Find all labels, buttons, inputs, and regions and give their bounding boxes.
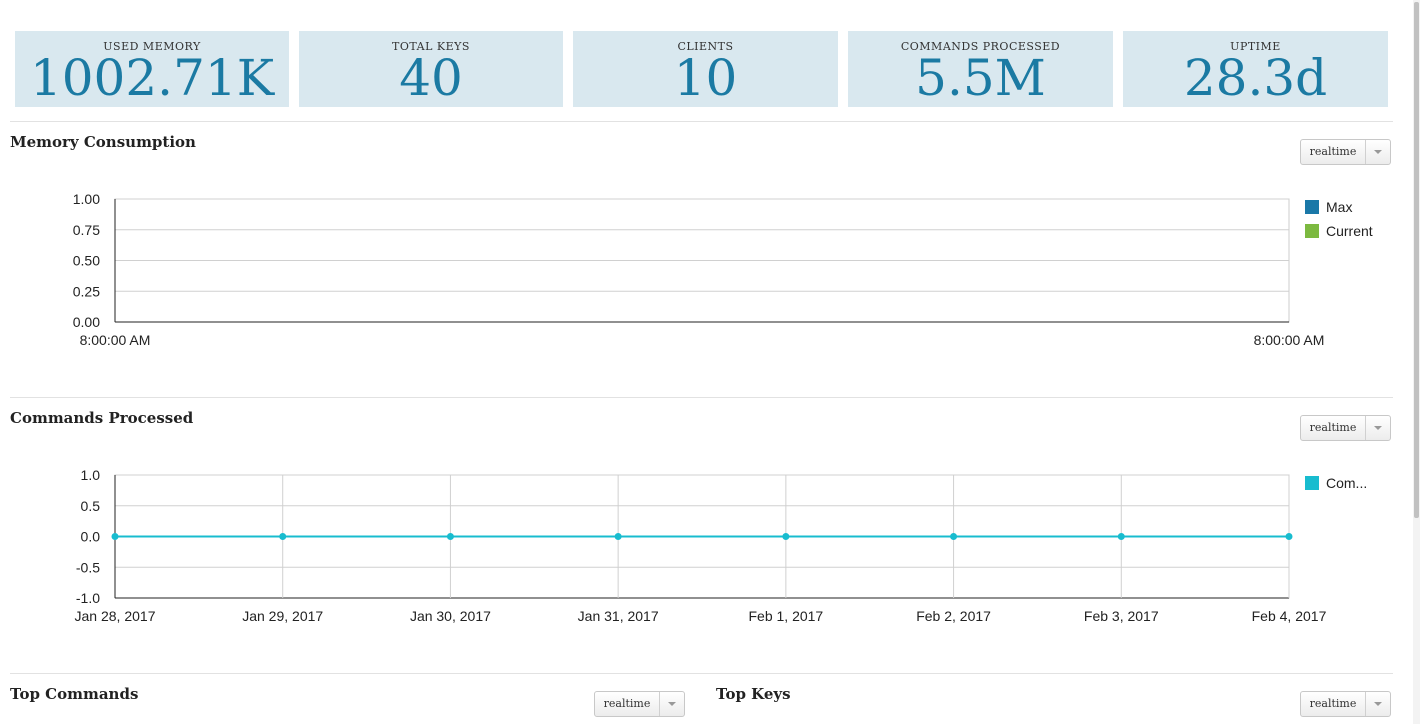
memory-chart: 1.00 0.75 0.50 0.25 0.00 8:00:00 AM 8:00:00 AM… xyxy=(73,191,1373,348)
dropdown-label: realtime xyxy=(1309,145,1357,158)
stat-value: 28.3d xyxy=(1183,49,1328,107)
stat-label: TOTAL KEYS xyxy=(392,40,470,53)
memory-range-dropdown[interactable]: realtime xyxy=(1300,139,1391,165)
y-tick-label: -0.5 xyxy=(76,559,100,575)
divider xyxy=(10,673,1393,674)
stat-clients: CLIENTS 10 xyxy=(573,31,838,107)
data-point xyxy=(1117,533,1125,540)
legend-swatch xyxy=(1305,224,1319,238)
y-tick-label: 1.0 xyxy=(81,467,101,483)
dropdown-label: realtime xyxy=(1309,697,1357,710)
top-keys-title: Top Keys xyxy=(716,685,791,703)
stat-value: 5.5M xyxy=(915,49,1046,107)
x-tick-label: 8:00:00 AM xyxy=(80,332,151,348)
page-scrollbar[interactable] xyxy=(1413,0,1420,724)
dropdown-label: realtime xyxy=(1309,421,1357,434)
x-tick-label: 8:00:00 AM xyxy=(1254,332,1325,348)
legend-swatch xyxy=(1305,200,1319,214)
x-tick-label: Jan 30, 2017 xyxy=(410,608,491,624)
top-commands-range-dropdown[interactable]: realtime xyxy=(594,691,685,717)
scrollbar-thumb[interactable] xyxy=(1414,2,1419,518)
stat-value: 10 xyxy=(673,49,738,107)
x-tick-label: Jan 31, 2017 xyxy=(578,608,659,624)
y-tick-label: 0.25 xyxy=(73,283,100,299)
x-tick-label: Jan 28, 2017 xyxy=(75,608,156,624)
y-tick-label: 0.5 xyxy=(81,498,101,514)
commands-chart: 1.0 0.5 0.0 -0.5 -1.0 Jan 28, 2017 Jan 29, 201… xyxy=(75,467,1368,624)
x-tick-label: Jan 29, 2017 xyxy=(242,608,323,624)
stat-label: CLIENTS xyxy=(677,40,734,53)
data-point xyxy=(279,533,287,540)
data-point xyxy=(446,533,454,540)
stat-commands-processed: COMMANDS PROCESSED 5.5M xyxy=(848,31,1113,107)
data-point xyxy=(614,533,622,540)
y-tick-label: -1.0 xyxy=(76,590,100,606)
x-tick-label: Feb 4, 2017 xyxy=(1252,608,1327,624)
data-point xyxy=(111,533,119,540)
y-tick-label: 0.00 xyxy=(73,314,100,330)
stat-label: COMMANDS PROCESSED xyxy=(900,40,1061,53)
y-tick-label: 1.00 xyxy=(73,191,100,207)
stat-total-keys: TOTAL KEYS 40 xyxy=(299,31,563,107)
commands-section-title: Commands Processed xyxy=(10,409,194,427)
data-point xyxy=(782,533,790,540)
stat-label: UPTIME xyxy=(1230,40,1281,53)
y-tick-label: 0.50 xyxy=(73,253,100,269)
y-tick-label: 0.0 xyxy=(81,529,101,545)
chevron-down-icon xyxy=(1365,692,1390,716)
stat-label: USED MEMORY xyxy=(103,40,201,53)
chevron-down-icon xyxy=(659,692,684,716)
y-tick-label: 0.75 xyxy=(73,222,100,238)
chevron-down-icon xyxy=(1365,140,1390,164)
top-keys-range-dropdown[interactable]: realtime xyxy=(1300,691,1391,717)
stat-used-memory: USED MEMORY 1002.71K xyxy=(15,31,289,107)
x-tick-label: Feb 1, 2017 xyxy=(748,608,823,624)
stat-uptime: UPTIME 28.3d xyxy=(1123,31,1388,107)
x-tick-label: Feb 2, 2017 xyxy=(916,608,991,624)
data-point xyxy=(950,533,958,540)
stat-value: 1002.71K xyxy=(29,49,275,107)
legend-label: Com... xyxy=(1326,475,1367,491)
stat-value: 40 xyxy=(399,49,463,107)
divider xyxy=(10,397,1393,398)
chevron-down-icon xyxy=(1365,416,1390,440)
divider xyxy=(10,121,1393,122)
legend-label: Current xyxy=(1326,223,1373,239)
top-commands-title: Top Commands xyxy=(10,685,139,703)
x-tick-label: Feb 3, 2017 xyxy=(1084,608,1159,624)
memory-section-title: Memory Consumption xyxy=(10,133,196,151)
legend-label: Max xyxy=(1326,199,1352,215)
commands-range-dropdown[interactable]: realtime xyxy=(1300,415,1391,441)
data-point xyxy=(1285,533,1293,540)
dropdown-label: realtime xyxy=(603,697,651,710)
legend-swatch xyxy=(1305,476,1319,490)
